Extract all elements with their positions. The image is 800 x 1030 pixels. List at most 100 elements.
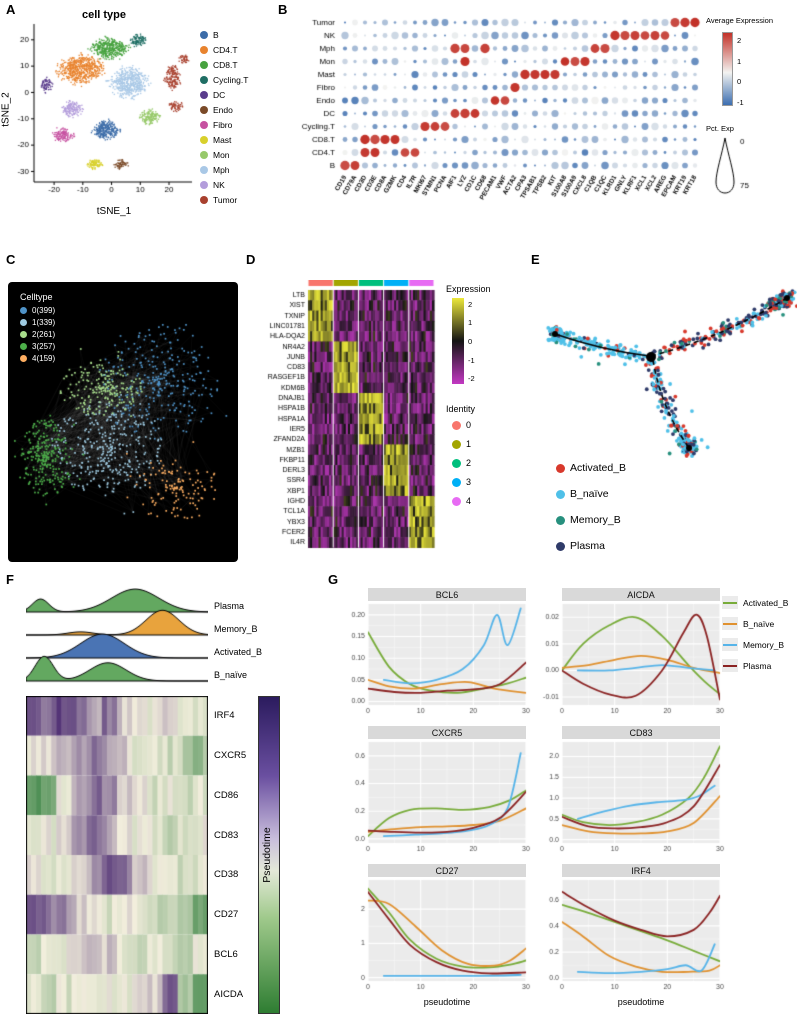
panel-c-legend-item: 1(339): [20, 318, 55, 327]
legend-color-dot: [452, 439, 461, 449]
panel-a-xlabel: tSNE_1: [96, 206, 132, 217]
panel-g-subplot-cxcr5: CXCR5: [340, 726, 532, 858]
legend-label: Memory_B: [570, 514, 621, 526]
legend-color-dot: [20, 331, 27, 338]
panel-f-gene-label: CXCR5: [214, 750, 247, 762]
panel-g-subplot-cd83: CD83: [534, 726, 726, 858]
panel-d-identity-item: 4: [452, 496, 471, 506]
panel-g-strip: BCL6: [368, 588, 526, 601]
legend-label: Mon: [213, 150, 230, 160]
panel-b-pct-legend: [712, 134, 762, 200]
legend-line-key: [722, 638, 738, 651]
panel-a-legend-item: Mph: [200, 165, 248, 175]
legend-label: Endo: [213, 105, 233, 115]
panel-f-gene-label: CD27: [214, 909, 239, 921]
legend-label: 1: [466, 439, 472, 449]
legend-color-dot: [200, 31, 208, 39]
panel-b-dotplot: [294, 12, 706, 222]
panel-g-plot: [534, 601, 726, 719]
panel-g-xlabel-left: pseudotime: [423, 997, 471, 1007]
legend-label: 0(399): [32, 306, 56, 315]
panel-b-colorbar-tick: -1: [737, 97, 744, 107]
panel-d-expression-tick: 2: [468, 299, 473, 309]
panel-d-identity-item: 2: [452, 458, 471, 468]
legend-color-dot: [200, 136, 208, 144]
legend-label: Activated_B: [570, 462, 627, 474]
panel-a-legend-item: Tumor: [200, 195, 248, 205]
panel-g-subplot-aicda: AICDA: [534, 588, 726, 720]
legend-color-dot: [556, 489, 565, 499]
legend-color-dot: [20, 319, 27, 326]
panel-a-legend-item: Mon: [200, 150, 248, 160]
legend-label: Plasma: [743, 660, 772, 671]
panel-g-legend-item: Memory_B: [722, 638, 788, 651]
legend-color-dot: [452, 477, 461, 487]
panel-g-title: AICDA: [627, 589, 655, 600]
legend-line-key: [722, 596, 738, 609]
panel-g-plot: [534, 877, 726, 995]
legend-label: Fibro: [213, 120, 233, 130]
panel-g-strip: CD83: [562, 726, 720, 739]
panel-a-legend-item: Fibro: [200, 120, 248, 130]
panel-d-identity-title: Identity: [446, 404, 476, 414]
legend-label: DC: [213, 90, 226, 100]
legend-label: 4(159): [32, 354, 56, 363]
legend-label: 2: [466, 458, 472, 468]
panel-g-legend: Activated_B B_naïve Memory_B Plasma: [722, 596, 788, 680]
panel-g-subplot-irf4: IRF4: [534, 864, 726, 996]
panel-f-ridge-label: B_naïve: [214, 670, 248, 680]
panel-g-title: IRF4: [631, 865, 651, 876]
legend-label: B_naïve: [743, 618, 775, 629]
legend-color-dot: [200, 91, 208, 99]
panel-a-legend-item: Endo: [200, 105, 248, 115]
legend-label: CD4.T: [213, 45, 238, 55]
panel-b-colorbar: [722, 32, 733, 106]
panel-b-letter: B: [278, 2, 288, 17]
panel-a-legend: B CD4.T CD8.T Cycling.T DC Endo Fibro Mast Mon Mp…: [200, 30, 248, 210]
panel-f-colorbar-label: Pseudotime: [261, 827, 273, 883]
panel-e-legend-item: Activated_B: [556, 462, 626, 474]
legend-label: CD8.T: [213, 60, 238, 70]
panel-f-ridge-label: Memory_B: [214, 624, 258, 634]
legend-line: [723, 622, 737, 625]
panel-a-letter: A: [6, 2, 16, 17]
panel-f-ridge-plot: [26, 588, 208, 686]
panel-g-subplot-cd27: CD27: [340, 864, 532, 996]
panel-f-pseudotime-heatmap: [26, 696, 208, 1014]
panel-b-colorbar-tick: 0: [737, 77, 742, 87]
panel-d-identity-item: 3: [452, 477, 471, 487]
legend-line: [723, 643, 737, 646]
panel-g-title: BCL6: [435, 589, 459, 600]
legend-label: Mph: [213, 165, 230, 175]
legend-color-dot: [20, 355, 27, 362]
panel-d-heatmap: [250, 280, 440, 552]
panel-d-identity-item: 1: [452, 439, 471, 449]
panel-c-legend-item: 3(257): [20, 342, 55, 351]
legend-color-dot: [200, 106, 208, 114]
panel-c-legend: Celltype 0(399) 1(339) 2(261) 3(257) 4(159): [20, 292, 55, 366]
panel-g-strip: CXCR5: [368, 726, 526, 739]
panel-c-letter: C: [6, 252, 16, 267]
panel-g-subplot-bcl6: BCL6: [340, 588, 532, 720]
legend-color-dot: [200, 151, 208, 159]
legend-line-key: [722, 617, 738, 630]
panel-f-gene-label: AICDA: [214, 988, 244, 1000]
panel-d-expression-colorbar: [452, 298, 464, 384]
legend-color-dot: [200, 121, 208, 129]
panel-c-legend-item: 2(261): [20, 330, 55, 339]
legend-label: NK: [213, 180, 225, 190]
panel-d-expression-title: Expression: [446, 284, 491, 294]
panel-a-tsne-plot: [4, 22, 196, 204]
legend-line: [723, 601, 737, 604]
panel-g-plot: [340, 739, 532, 857]
legend-label: 3: [466, 477, 472, 487]
panel-d-expression-tick: 1: [468, 318, 473, 328]
panel-f-ridge-label: Plasma: [214, 601, 245, 611]
panel-c-legend-item: 0(399): [20, 306, 55, 315]
legend-label: Activated_B: [743, 597, 789, 608]
panel-b-colorbar-tick: 2: [737, 36, 742, 46]
panel-e-legend: Activated_B B_naïve Memory_B Plasma: [556, 462, 626, 566]
legend-label: 0: [466, 420, 472, 430]
legend-color-dot: [200, 181, 208, 189]
